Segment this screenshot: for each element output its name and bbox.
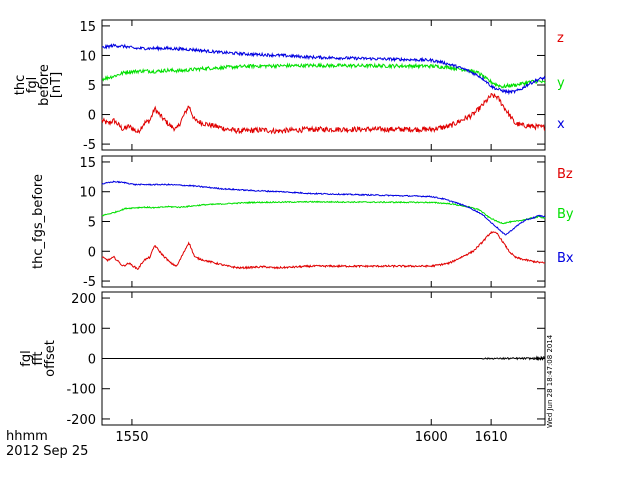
y-tick-label: -200 [66, 413, 96, 428]
x-tick-label: 1600 [415, 430, 448, 445]
panel-thc-fgs-before: 15 10 5 0 -5 thc_fgs_before Bz By Bx [31, 155, 574, 290]
y-axis-label: [nT] [49, 72, 64, 98]
y-tick-label: 5 [88, 216, 96, 231]
y-axis-label: fgl [19, 350, 34, 366]
y-tick-label: 0 [88, 109, 96, 124]
y-tick-label: 0 [88, 245, 96, 260]
y-tick-label: 0 [88, 353, 96, 368]
time-format-label: hhmm [6, 429, 48, 444]
timestamp-label: Wed Jun 28 18:47:08 2014 [546, 334, 554, 428]
series-line-By [101, 200, 546, 225]
legend-label-By: By [557, 207, 574, 222]
y-tick-label: 200 [71, 292, 96, 307]
series-line-y [101, 62, 546, 89]
y-axis-label: fft [31, 351, 46, 365]
legend-label-x: x [557, 117, 565, 132]
series-line-z [101, 93, 546, 135]
y-tick-label: 100 [71, 322, 96, 337]
plot-frame [101, 155, 546, 288]
y-tick-label: 10 [79, 186, 96, 201]
y-axis-label: offset [43, 340, 58, 377]
y-axis-label: thc [13, 75, 28, 95]
date-label: 2012 Sep 25 [6, 444, 88, 459]
y-tick-label: 15 [79, 20, 96, 35]
y-axis-label: thc_fgs_before [31, 174, 46, 269]
series-line-x [102, 43, 546, 96]
y-tick-label: 15 [79, 156, 96, 171]
legend-label-Bz: Bz [557, 167, 573, 182]
legend-label-Bx: Bx [557, 251, 574, 266]
x-tick-label: 1610 [475, 430, 508, 445]
series-line-Bz [102, 230, 545, 270]
y-tick-label: -5 [83, 138, 96, 153]
y-tick-label: 10 [79, 49, 96, 64]
legend-label-y: y [557, 76, 565, 91]
y-tick-label: -100 [66, 383, 96, 398]
series-line-offset [102, 355, 546, 361]
y-axis-label: before [37, 64, 52, 106]
series-line-Bx [101, 180, 546, 236]
legend-label-z: z [557, 31, 564, 46]
y-axis-label: fgl [25, 77, 40, 93]
y-tick-label: 5 [88, 79, 96, 94]
x-tick-label: 1550 [115, 430, 148, 445]
y-tick-label: -5 [83, 275, 96, 290]
